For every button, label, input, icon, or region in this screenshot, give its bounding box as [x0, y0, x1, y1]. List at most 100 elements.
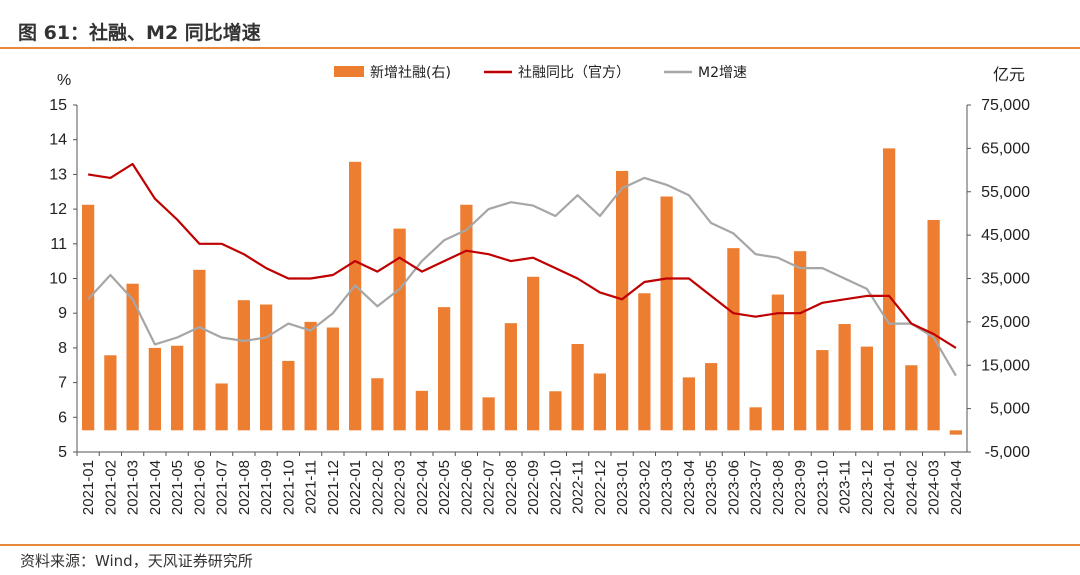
bar-2023-11 [838, 324, 851, 431]
right-tick-label: 55,000 [981, 184, 1030, 201]
x-tick-label: 2021-11 [303, 460, 320, 514]
bar-2024-02 [905, 365, 918, 431]
bar-2023-05 [705, 363, 718, 431]
bar-2023-02 [638, 293, 651, 431]
x-tick-label: 2021-12 [325, 460, 342, 515]
bar-2023-01 [616, 170, 629, 431]
footer-divider [0, 544, 1080, 546]
bar-2021-08 [237, 300, 250, 431]
x-tick-label: 2022-05 [436, 460, 453, 515]
x-tick-label: 2022-10 [547, 460, 564, 515]
bar-2021-12 [326, 327, 339, 431]
bar-2024-01 [883, 148, 896, 431]
right-tick-label: 25,000 [981, 314, 1030, 331]
legend-label-bar: 新增社融(右) [370, 65, 451, 81]
x-tick-label: 2022-03 [392, 460, 409, 515]
right-tick-label: 65,000 [981, 140, 1030, 157]
x-tick-label: 2021-06 [191, 460, 208, 515]
x-tick-label: 2024-04 [948, 460, 965, 515]
left-tick-label: 13 [49, 166, 67, 183]
left-axis-unit: % [57, 72, 71, 89]
x-tick-label: 2023-12 [859, 460, 876, 515]
right-tick-label: 5,000 [990, 401, 1030, 418]
legend-label-official: 社融同比（官方） [518, 65, 630, 81]
x-tick-label: 2021-09 [258, 460, 275, 515]
bar-2023-08 [771, 294, 784, 431]
bar-series [82, 148, 962, 435]
bar-2022-06 [460, 204, 473, 431]
bar-2024-03 [927, 219, 940, 431]
left-tick-label: 9 [58, 305, 67, 322]
right-tick-label: -5,000 [985, 444, 1030, 461]
bar-2023-06 [727, 248, 740, 431]
bar-2022-04 [415, 390, 428, 431]
x-tick-label: 2023-03 [659, 460, 676, 515]
bar-2021-03 [126, 283, 139, 431]
bar-2022-02 [371, 378, 384, 431]
bar-2023-10 [816, 350, 829, 431]
line-m2-growth [87, 176, 957, 377]
x-tick-label: 2023-04 [681, 460, 698, 515]
title-divider [0, 47, 1080, 49]
bar-2022-01 [349, 161, 362, 431]
bar-2022-09 [527, 276, 540, 431]
x-tick-label: 2021-08 [236, 460, 253, 515]
left-tick-label: 7 [58, 375, 67, 392]
bar-2022-05 [438, 307, 451, 431]
x-tick-label: 2023-06 [725, 460, 742, 515]
x-tick-label: 2021-03 [125, 460, 142, 515]
x-tick-label: 2022-09 [525, 460, 542, 515]
left-tick-label: 5 [58, 444, 67, 461]
x-tick-label: 2021-05 [169, 460, 186, 515]
right-tick-label: 75,000 [981, 97, 1030, 114]
left-tick-label: 11 [50, 236, 67, 253]
left-tick-label: 14 [49, 132, 67, 149]
bar-2022-12 [593, 373, 606, 431]
x-tick-label: 2022-11 [570, 460, 587, 514]
bar-2021-01 [82, 204, 95, 431]
x-tick-label: 2022-01 [347, 460, 364, 515]
bar-2022-03 [393, 228, 406, 431]
x-tick-label: 2024-03 [926, 460, 943, 515]
right-axis-unit: 亿元 [993, 66, 1025, 84]
left-tick-label: 12 [49, 201, 67, 218]
bar-2021-02 [104, 355, 117, 431]
x-tick-label: 2021-01 [80, 460, 97, 515]
x-tick-label: 2023-01 [614, 460, 631, 515]
line-official-yoy [87, 162, 957, 349]
x-tick-label: 2023-10 [814, 460, 831, 515]
bar-2021-09 [260, 304, 273, 431]
bar-2022-11 [571, 343, 584, 431]
bar-2022-10 [549, 391, 562, 431]
x-tick-label: 2023-08 [770, 460, 787, 515]
bar-2024-04 [949, 430, 962, 435]
chart-legend: 新增社融(右) 社融同比（官方） M2增速 [334, 65, 747, 81]
chart-title: 图 61：社融、M2 同比增速 [18, 22, 261, 44]
bar-2021-04 [148, 347, 161, 431]
x-tick-label: 2022-07 [481, 460, 498, 515]
x-tick-label: 2021-07 [214, 460, 231, 515]
bar-2023-03 [660, 196, 673, 431]
x-tick-label: 2021-04 [147, 460, 164, 515]
bar-2023-04 [682, 377, 695, 431]
bar-2021-10 [282, 360, 295, 431]
right-tick-label: 45,000 [981, 227, 1030, 244]
legend-swatch-bar [334, 66, 364, 77]
x-tick-label: 2022-04 [414, 460, 431, 515]
bar-2023-07 [749, 407, 762, 431]
left-tick-label: 8 [58, 340, 67, 357]
x-tick-label: 2023-09 [792, 460, 809, 515]
bar-2023-09 [794, 251, 807, 431]
right-tick-label: 15,000 [981, 357, 1030, 374]
x-tick-label: 2023-02 [636, 460, 653, 515]
bar-2021-06 [193, 269, 206, 431]
chart-axes: 5 6 7 8 9 10 11 12 13 14 15 -5,000 5,000 15,000 25,000… [49, 66, 1030, 461]
x-tick-label: 2022-06 [458, 460, 475, 515]
bar-2022-08 [504, 323, 517, 431]
bar-2023-12 [860, 346, 873, 431]
bar-2022-07 [482, 397, 495, 431]
right-tick-label: 35,000 [981, 271, 1030, 288]
x-tick-label: 2024-02 [903, 460, 920, 515]
x-tick-label: 2023-11 [837, 460, 854, 514]
x-tick-label: 2024-01 [881, 460, 898, 515]
